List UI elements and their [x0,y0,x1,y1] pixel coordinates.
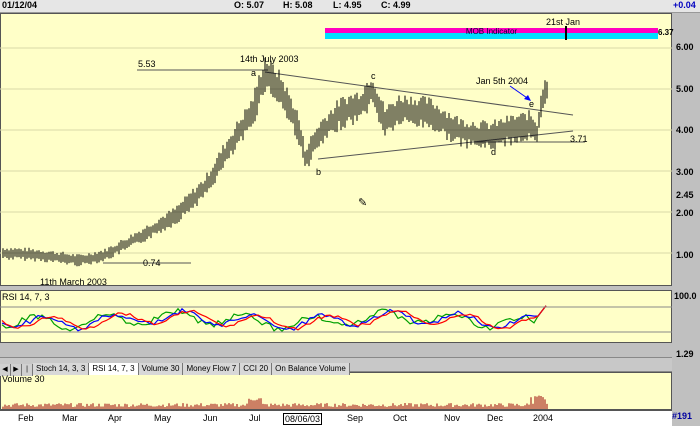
rsi-panel-title: RSI 14, 7, 3 [2,292,50,302]
mob-cyan-band [325,33,658,39]
price-chart-panel[interactable] [0,13,672,286]
resistance-line [264,71,574,116]
x-label-may: May [154,413,172,423]
mob-magenta-band [325,28,658,33]
x-label-nov: Nov [444,413,461,423]
pencil-cursor-icon: ✎ [358,197,368,209]
volume-panel-title: Volume 30 [2,374,45,384]
tab-scroll-right-icon[interactable]: ▶ [11,364,22,376]
x-label-apr: Apr [108,413,123,423]
tab-obv[interactable]: On Balance Volume [272,363,350,375]
quote-date: 01/12/04 [2,0,38,10]
x-label-dec: Dec [487,413,504,423]
rsi-y-bottom: 1.29 [676,349,694,359]
page-number: #191 [672,411,693,421]
low-value-label: 0.74 [143,258,161,268]
marker-date-label: 21st Jan [546,17,581,27]
mob-date-marker [565,26,567,40]
tab-volume[interactable]: Volume 30 [138,363,184,375]
high-date-label: 14th July 2003 [240,54,299,64]
rsi-lines [1,305,547,333]
low-value: L: 4.95 [333,0,362,10]
open-value: O: 5.07 [234,0,265,10]
point-b-label: b [316,167,322,177]
x-label-mar: Mar [62,413,78,423]
close-value: C: 4.99 [381,0,411,10]
high-value-label: 5.53 [138,59,156,69]
point-e-label: e [529,99,535,109]
x-label-jun: Jun [203,413,218,423]
tab-rsi[interactable]: RSI 14, 7, 3 [89,363,139,375]
y-tick-245: 2.45 [676,190,694,200]
mob-indicator-bar[interactable]: MOB Indicator [325,26,658,40]
low-date-label: 11th March 2003 [40,277,107,287]
tab-cci[interactable]: CCI 20 [240,363,273,375]
tab-scroll-left-icon[interactable]: ◀ [0,364,11,376]
right-price-axis: 6.00 5.00 4.00 3.00 2.45 2.00 1.00 100.0… [672,13,700,425]
tab-money-flow[interactable]: Money Flow 7 [183,363,241,375]
last-price-label: 6.37 [658,28,674,37]
y-tick-3: 3.00 [676,167,694,177]
y-tick-5: 5.00 [676,84,694,94]
y-tick-4: 4.00 [676,125,694,135]
support-value-label: 3.71 [570,134,588,144]
x-label-jul: Jul [249,413,261,423]
tab-first-icon[interactable]: | [22,364,33,376]
point-d-label: d [491,147,497,157]
x-label-sep: Sep [347,413,364,423]
x-label-feb: Feb [18,413,34,423]
mob-indicator-label: MOB Indicator [465,27,518,36]
volume-chart-panel[interactable] [0,372,672,410]
rsi-y-top: 100.0 [674,291,697,301]
date-axis: Feb Mar Apr May Jun Jul 08/06/03 Sep Oct… [0,410,672,426]
x-label-cursor-date: 08/06/03 [283,413,323,425]
point-c-label: c [371,71,376,81]
x-label-2004: 2004 [533,413,554,423]
y-tick-1: 1.00 [676,250,694,260]
price-bars [2,57,548,267]
x-label-oct: Oct [393,413,408,423]
tab-stoch[interactable]: Stoch 14, 3, 3 [33,363,90,375]
y-tick-6: 6.00 [676,42,694,52]
high-value: H: 5.08 [283,0,313,10]
point-a-label: a [251,68,257,78]
volume-bars [2,395,548,409]
breakout-date-label: Jan 5th 2004 [476,76,529,86]
y-tick-2: 2.00 [676,208,694,218]
change-value: +0.04 [673,0,696,10]
indicator-tab-bar: ◀ ▶ | Stoch 14, 3, 3 RSI 14, 7, 3 Volume 30 Mo… [0,357,672,376]
quote-header: 01/12/04 O: 5.07 H: 5.08 L: 4.95 C: 4.99… [0,0,700,13]
